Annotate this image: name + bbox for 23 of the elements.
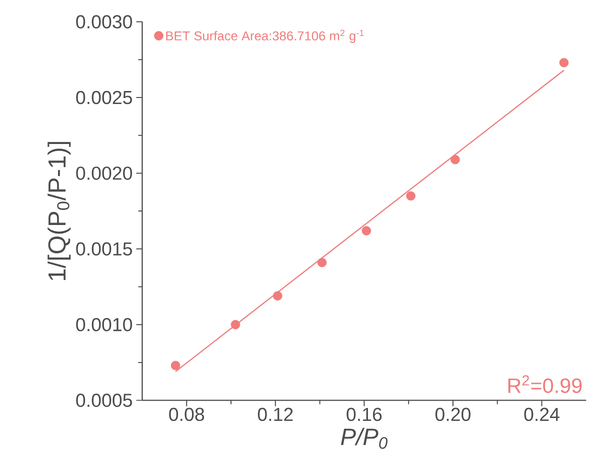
point [272,291,282,301]
legend-label: BET Surface Area:386.7106 m$^{2}$ g$^{-1}$ [166,30,364,44]
annotation: R$^{2}$=0.99 [508,375,582,394]
y-tick-label: 0.0010 [76,318,132,332]
point [362,226,372,236]
x-tick-label: 0.16 [346,408,382,422]
x-tick-label: 0.24 [524,408,560,422]
point [230,320,240,330]
x-tick-label: 0.20 [435,408,470,422]
x-tick-label: 0.12 [258,408,293,422]
y-tick-label: 0.0005 [76,394,132,408]
point [559,58,569,68]
point [450,155,460,164]
y-axis-title: 1/[Q(P$_{0}$/P-1)] [48,142,71,280]
point [406,191,416,201]
point [170,360,180,370]
y-tick-label: 0.0015 [76,242,132,256]
y-tick-label: 0.0030 [76,15,132,29]
x-tick-label: 0.08 [169,408,204,422]
y-tick-label: 0.0020 [76,166,132,180]
point [317,258,327,268]
y-tick-label: 0.0025 [76,91,132,104]
x-axis-title: P/P$_{0}$ [340,428,388,449]
